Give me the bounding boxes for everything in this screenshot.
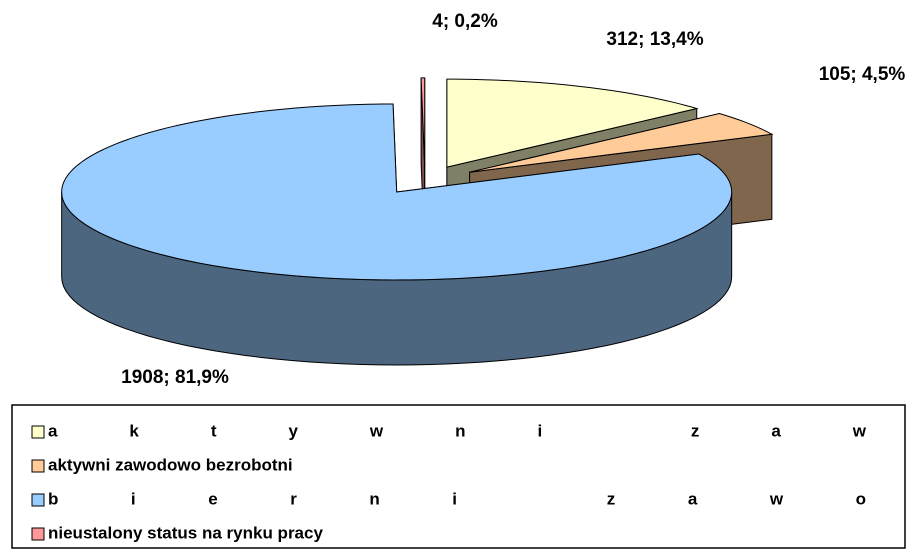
legend-box	[11, 404, 906, 549]
legend-swatch	[31, 527, 45, 541]
legend-label: nieustalony status na rynku pracy	[48, 523, 323, 542]
legend-swatch	[31, 425, 45, 439]
legend-swatch	[31, 459, 45, 473]
legend-swatch	[31, 493, 45, 507]
slice-top	[469, 113, 774, 173]
data-label: 1908; 81,9%	[121, 367, 229, 388]
data-label: 4; 0,2%	[432, 11, 498, 32]
data-label: 312; 13,4%	[606, 29, 703, 50]
pie-slice	[61, 103, 733, 366]
data-label: 105; 4,5%	[819, 64, 906, 85]
slice-top	[446, 78, 699, 168]
legend-label: aktywni zawodowo bezrobotni	[48, 455, 293, 474]
slice-top	[61, 103, 733, 281]
slice-top	[420, 77, 426, 166]
